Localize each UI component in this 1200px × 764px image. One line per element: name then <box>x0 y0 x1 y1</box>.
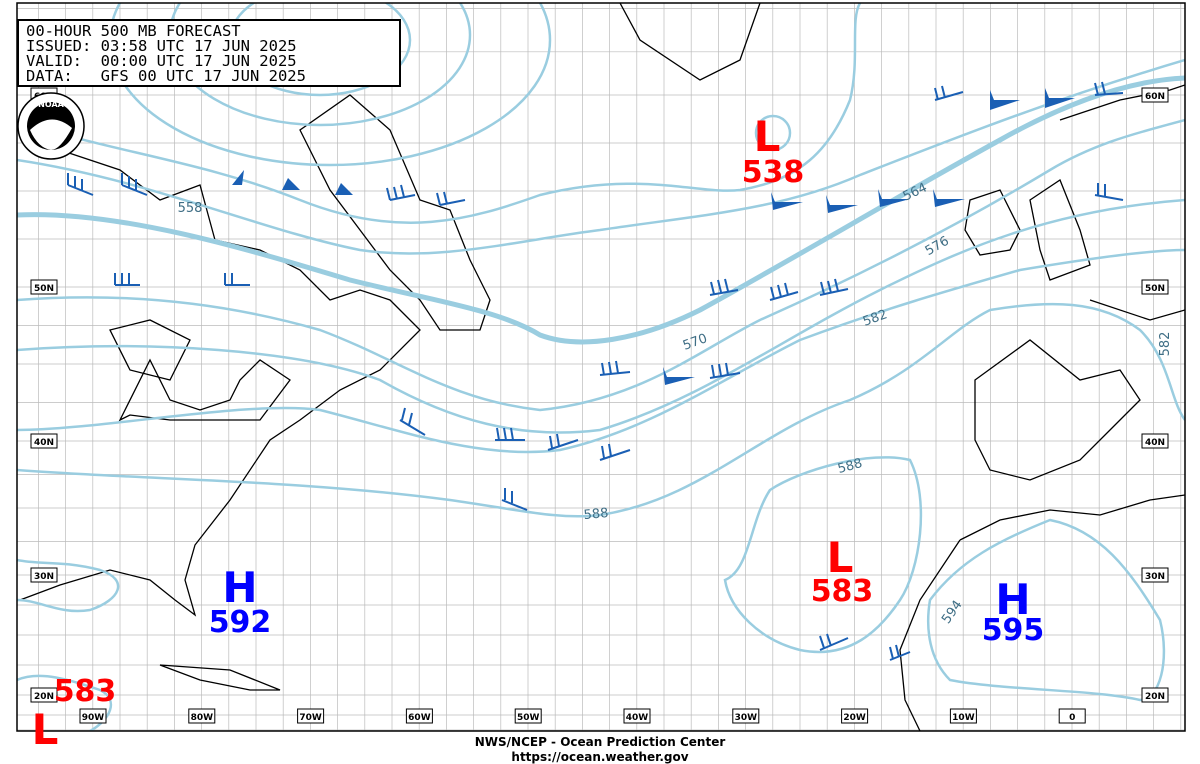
header-data: DATA: GFS 00 UTC 17 JUN 2025 <box>26 67 306 85</box>
lat-label-box <box>30 433 58 449</box>
header-title: 00-HOUR 500 MB FORECAST <box>26 22 241 40</box>
lat-label: 60N <box>1145 92 1165 102</box>
header-valid: VALID: 00:00 UTC 17 JUN 2025 <box>26 52 297 70</box>
footer-url: https://ocean.weather.gov <box>511 750 688 764</box>
lat-label-box <box>1141 687 1169 703</box>
lon-label-box <box>297 708 325 724</box>
lat-label: 30N <box>34 572 54 582</box>
lat-label-box <box>1141 279 1169 295</box>
lon-label: 20W <box>843 713 866 723</box>
center-letter: H <box>222 563 257 612</box>
contour-label: 588 <box>583 506 609 523</box>
lon-label-box <box>841 708 869 724</box>
logo-bird <box>30 119 72 150</box>
wind-barbs <box>67 81 1124 661</box>
height-contours <box>17 3 1185 731</box>
lat-label: 40N <box>1145 438 1165 448</box>
lat-label: 30N <box>1145 572 1165 582</box>
center-letter: L <box>32 705 59 754</box>
footer-agency: NWS/NCEP - Ocean Prediction Center <box>475 735 726 749</box>
lon-label-box <box>732 708 760 724</box>
lon-label-box <box>79 708 107 724</box>
lon-label: 10W <box>952 713 975 723</box>
lon-label: 90W <box>82 713 105 723</box>
lon-label-box <box>949 708 977 724</box>
lon-label-box <box>1058 708 1086 724</box>
header-issued: ISSUED: 03:58 UTC 17 JUN 2025 <box>26 37 297 55</box>
lat-label: 50N <box>1145 284 1165 294</box>
lon-label: 40W <box>626 713 649 723</box>
center-value: 592 <box>209 605 272 640</box>
contour-label: 558 <box>178 201 203 216</box>
lon-label: 80W <box>191 713 214 723</box>
center-value: 583 <box>54 674 117 709</box>
lon-label-box <box>623 708 651 724</box>
wind-flags <box>232 88 1075 385</box>
contour-label: 588 <box>836 456 864 477</box>
map-frame <box>16 2 1186 732</box>
lon-label: 70W <box>299 713 322 723</box>
lon-label-box <box>188 708 216 724</box>
lat-label-box <box>1141 567 1169 583</box>
lat-label-box <box>30 279 58 295</box>
lat-label: 20N <box>34 692 54 702</box>
center-letter: H <box>995 575 1030 624</box>
coastlines <box>19 3 1185 731</box>
logo-text: NOAA <box>38 100 64 109</box>
lon-label: 30W <box>735 713 758 723</box>
lat-label: 40N <box>34 438 54 448</box>
contour-label: 582 <box>1158 332 1173 357</box>
lon-label-box <box>405 708 433 724</box>
center-letter: L <box>754 112 781 161</box>
lat-label-box <box>30 567 58 583</box>
lon-label: 60W <box>408 713 431 723</box>
lat-label: 50N <box>34 284 54 294</box>
lat-label-box <box>30 687 58 703</box>
center-letter: L <box>827 533 854 582</box>
center-value: 583 <box>811 574 874 609</box>
header-background <box>17 19 401 87</box>
lat-label: 20N <box>1145 692 1165 702</box>
header-box: 00-HOUR 500 MB FORECAST ISSUED: 03:58 UT… <box>17 19 401 87</box>
center-value: 538 <box>742 155 805 190</box>
center-value: 595 <box>982 613 1045 648</box>
lat-label-box <box>1141 433 1169 449</box>
lon-label: 0 <box>1069 713 1075 723</box>
lon-label-box <box>514 708 542 724</box>
labels: 60N60N50N50N40N40N30N30N20N20N90W80W70W6… <box>30 87 1173 754</box>
lat-label-box <box>1141 87 1169 103</box>
noaa-logo: NOAA <box>17 92 85 160</box>
lon-label: 50W <box>517 713 540 723</box>
